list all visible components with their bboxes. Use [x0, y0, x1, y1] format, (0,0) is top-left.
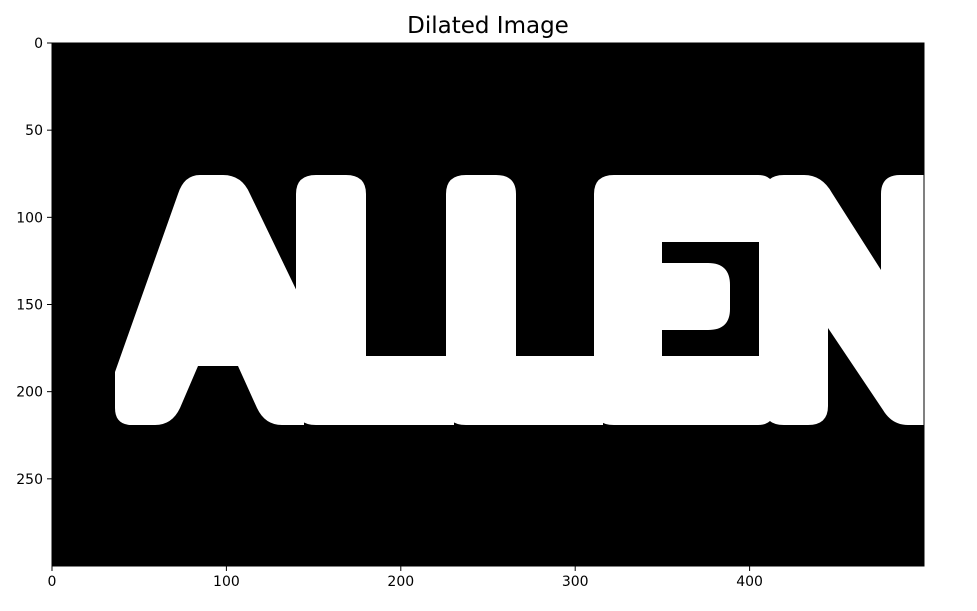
- letter-l1-shape: [296, 175, 454, 425]
- x-tick-label: 100: [213, 574, 240, 590]
- x-tick-label: 200: [387, 574, 414, 590]
- letter-e-shape: [594, 175, 775, 425]
- y-tick-label: 100: [16, 210, 43, 226]
- y-tick-label: 150: [16, 298, 43, 314]
- x-tick-label: 0: [48, 574, 57, 590]
- y-tick-label: 250: [16, 472, 43, 488]
- x-tick-label: 400: [736, 574, 763, 590]
- y-tick-label: 200: [16, 385, 43, 401]
- y-tick-label: 50: [25, 123, 43, 139]
- letter-n-shape: [764, 175, 924, 425]
- x-axis: 0 100 200 300 400: [48, 566, 763, 590]
- y-axis: 0 50 100 150 200 250: [16, 36, 52, 488]
- chart-title: Dilated Image: [407, 13, 569, 39]
- letter-l2-shape: [446, 175, 603, 425]
- y-tick-label: 0: [34, 36, 43, 52]
- dilated-text-shape: [115, 175, 924, 425]
- letter-a-shape: [115, 175, 304, 425]
- x-tick-label: 300: [562, 574, 589, 590]
- plot-area: [51, 42, 925, 567]
